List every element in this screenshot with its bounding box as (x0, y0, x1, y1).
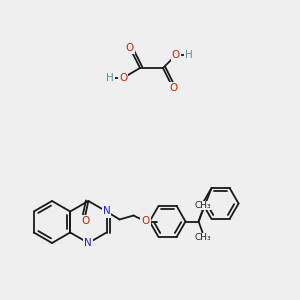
Text: CH₃: CH₃ (194, 201, 211, 210)
Text: O: O (172, 50, 180, 60)
Text: H: H (106, 73, 114, 83)
Text: O: O (126, 43, 134, 53)
Text: N: N (85, 238, 92, 248)
Text: O: O (141, 217, 150, 226)
Text: CH₃: CH₃ (194, 233, 211, 242)
Text: O: O (169, 83, 177, 93)
Text: O: O (81, 216, 89, 226)
Text: O: O (119, 73, 127, 83)
Text: N: N (103, 206, 110, 217)
Text: H: H (185, 50, 193, 60)
